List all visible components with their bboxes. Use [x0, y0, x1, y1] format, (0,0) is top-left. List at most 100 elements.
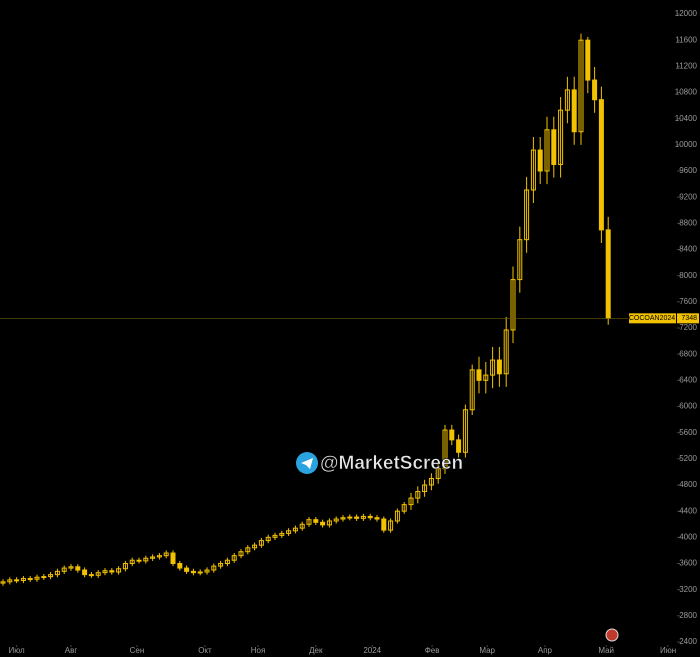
candle-body	[571, 89, 577, 133]
candle-body	[197, 571, 203, 574]
candle-body	[394, 510, 400, 522]
y-tick-label: 6000	[679, 402, 697, 411]
candle-body	[190, 570, 196, 574]
y-tick-label: 8400	[679, 245, 697, 254]
y-tick-label: 6800	[679, 349, 697, 358]
y-tick-label: 4000	[679, 532, 697, 541]
telegram-plane	[301, 458, 313, 469]
candle-body	[313, 519, 319, 523]
candle-body	[510, 279, 516, 331]
candle-body	[258, 540, 264, 546]
y-tick-label: 4400	[679, 506, 697, 515]
y-tick-label: 3600	[679, 559, 697, 568]
candle-body	[170, 552, 176, 564]
candle-body	[367, 515, 373, 519]
candle-body	[592, 79, 598, 101]
candle-body	[374, 517, 380, 520]
y-tick-label: 3200	[679, 585, 697, 594]
candle-body	[578, 39, 584, 133]
candle-body	[442, 429, 448, 470]
candle-body	[122, 563, 128, 570]
candle-body	[163, 552, 169, 557]
candle-body	[272, 534, 278, 538]
x-tick-label: Ноя	[251, 646, 266, 655]
y-tick-label: 4800	[679, 480, 697, 489]
candle-body	[530, 149, 536, 191]
candle-body	[299, 523, 305, 529]
x-tick-label: Фев	[425, 646, 440, 655]
candle-body	[551, 129, 557, 165]
candle-body	[490, 359, 496, 376]
candle-body	[14, 579, 20, 582]
candle-body	[204, 569, 210, 573]
plot: 2400 2800 3200 3600 4000 4400 4800 5200 5600 6000…	[0, 9, 699, 655]
candle-body	[95, 572, 101, 576]
y-tick-label: 11200	[675, 61, 697, 70]
candle-body	[456, 439, 462, 453]
symbol-label: COCOAN2024	[629, 315, 675, 322]
y-tick-label: 2400	[679, 637, 697, 646]
candle-body	[211, 565, 217, 571]
x-tick-label: Мар	[479, 646, 495, 655]
candle-body	[0, 581, 6, 584]
candle-body	[184, 567, 190, 572]
y-tick-label: 9600	[679, 166, 697, 175]
candle-body	[360, 515, 366, 519]
x-tick-label: 2024	[363, 646, 381, 655]
candle-body	[218, 563, 224, 567]
candle-body	[605, 229, 611, 319]
candle-body	[306, 519, 312, 525]
price-box	[677, 313, 699, 324]
candle-body	[156, 555, 162, 558]
candle-body	[41, 576, 47, 579]
candle-body	[177, 563, 183, 569]
candle-body	[265, 536, 271, 542]
candle-body	[109, 570, 115, 573]
candle-body	[340, 517, 346, 520]
candle-body	[136, 559, 142, 562]
symbol-box	[629, 313, 676, 324]
y-tick-label: 10400	[675, 114, 698, 123]
y-tick-label: 8000	[679, 271, 697, 280]
event-icon	[605, 628, 619, 642]
y-tick-label: 6400	[679, 375, 697, 384]
candle-body	[503, 329, 509, 375]
candle-body	[252, 544, 258, 549]
candle-body	[476, 369, 482, 381]
x-tick-label: Май	[598, 646, 614, 655]
candle-body	[279, 532, 285, 536]
x-tick-label: Окт	[198, 646, 212, 655]
candle-body	[245, 547, 251, 553]
y-tick-label: 10800	[675, 88, 698, 97]
candle-body	[483, 374, 489, 381]
candle-body	[27, 578, 33, 581]
x-tick-label: Июл	[8, 646, 25, 655]
candle-body	[462, 409, 468, 453]
watermark-text: @MarketScreen	[320, 453, 463, 474]
y-tick-label: 12000	[675, 9, 698, 18]
candle-body	[88, 574, 94, 577]
last-price-label: 7348	[681, 315, 697, 322]
candle-body	[354, 516, 360, 519]
candle-body	[558, 109, 564, 165]
candle-body	[524, 189, 530, 241]
candle-body	[422, 484, 428, 493]
y-tick-label: 2800	[679, 611, 697, 620]
candle-body	[54, 570, 60, 576]
candle-body	[401, 504, 407, 512]
candle-body	[61, 567, 67, 572]
candle-body	[517, 239, 523, 281]
y-tick-label: 7600	[679, 297, 697, 306]
candle-body	[408, 497, 414, 506]
candle-body	[428, 477, 434, 486]
candle-body	[20, 578, 26, 582]
x-tick-label: Авг	[65, 646, 78, 655]
candle-body	[585, 39, 591, 81]
candle-body	[496, 359, 502, 375]
y-tick-label: 9200	[679, 192, 697, 201]
x-tick-label: Июн	[660, 646, 676, 655]
candle-body	[116, 568, 122, 573]
candle-body	[449, 429, 455, 441]
candle-body	[381, 518, 387, 531]
